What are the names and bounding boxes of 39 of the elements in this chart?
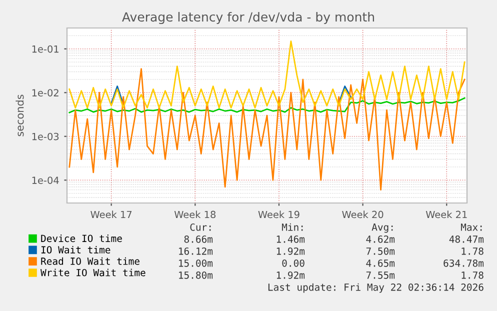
text: Avg: — [372, 224, 393, 233]
text: 634.78m — [444, 259, 484, 267]
text: 4.65m — [366, 259, 395, 267]
y-tick-label: 1e-01 — [32, 45, 58, 53]
text: 7.55m — [366, 272, 395, 279]
text: 1.78 — [462, 271, 484, 279]
legend-label: IO Wait time — [41, 246, 110, 254]
text: 1.78 — [462, 247, 484, 255]
text: 16.12m — [179, 247, 213, 255]
line-series — [68, 40, 466, 108]
text: 1.92m — [276, 271, 305, 279]
line-series — [68, 97, 466, 114]
x-tick-label: Week 18 — [174, 210, 216, 218]
text: 7.50m — [366, 247, 395, 255]
x-tick-label: Week 21 — [426, 210, 467, 218]
text: 15.00m — [179, 259, 213, 267]
y-tick-label: 1e-04 — [32, 176, 59, 184]
text: Last update: Fri May 22 02:36:14 2026 — [268, 283, 484, 293]
legend-label: Device IO time — [41, 234, 122, 242]
legend-label: Write IO Wait time — [40, 268, 146, 276]
text: 8.66m — [184, 235, 213, 243]
text: 15.80m — [179, 271, 213, 279]
text: 48.47m — [449, 235, 484, 243]
text: Max: — [460, 224, 482, 231]
text: 1.46m — [276, 235, 305, 243]
y-axis-title: seconds — [16, 94, 24, 136]
legend-label: Read IO Wait time — [41, 257, 140, 265]
x-tick-label: Week 17 — [90, 210, 132, 218]
text: Cur: — [190, 223, 211, 231]
text: 1.92m — [276, 247, 305, 255]
text: 0.00 — [282, 259, 304, 267]
line-series — [68, 68, 466, 191]
x-tick-label: Week 20 — [342, 210, 384, 218]
text: Min: — [282, 223, 303, 231]
x-tick-label: Week 19 — [258, 210, 300, 218]
text: 4.62m — [366, 235, 395, 243]
chart-title: Average latency for /dev/vda - by month — [122, 12, 374, 24]
y-tick-label: 1e-03 — [32, 132, 59, 140]
y-tick-label: 1e-02 — [32, 89, 58, 96]
